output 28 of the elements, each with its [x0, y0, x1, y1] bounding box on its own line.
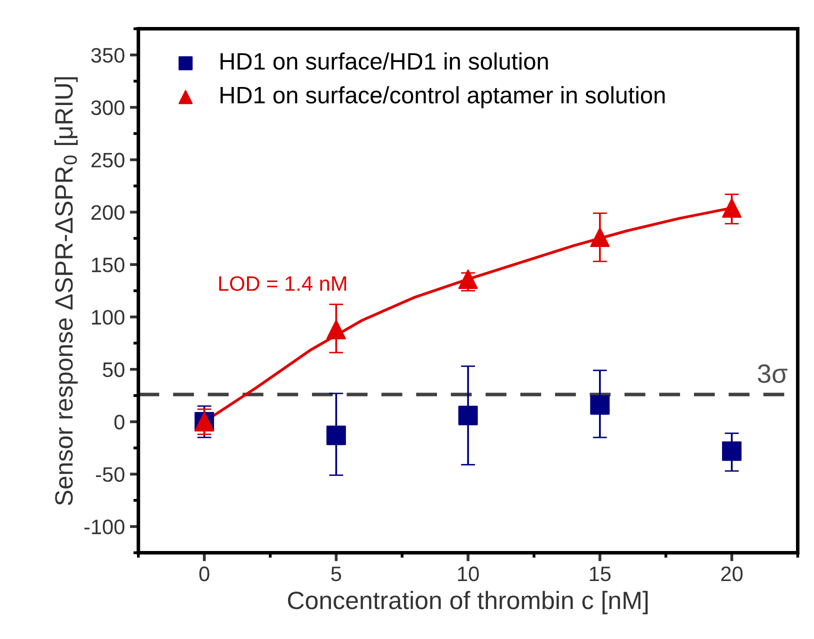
point: [326, 320, 346, 340]
y-tick-label: 50: [102, 362, 124, 378]
y-tick-label: 350: [91, 48, 124, 63]
y-axis-title: Sensor response ΔSPR-ΔSPR$_{0}$ [μRIU]: [54, 77, 78, 506]
y-tick-label: -100: [84, 520, 124, 534]
point: [722, 441, 742, 461]
x-tick-label: 10: [458, 566, 479, 582]
y-tick-label: -50: [96, 467, 124, 482]
point: [458, 406, 478, 426]
y-tick-label: 200: [91, 205, 124, 220]
point: [326, 426, 346, 446]
point: [590, 228, 610, 248]
point: [722, 198, 742, 218]
annotation: LOD = 1.4 nM: [219, 276, 346, 291]
point: [590, 395, 610, 415]
x-tick-label: 5: [331, 566, 342, 582]
y-tick-label: 100: [92, 310, 124, 325]
x-tick-label: 0: [199, 566, 210, 582]
x-tick-label: 15: [590, 566, 611, 582]
y-tick-label: 300: [91, 100, 124, 116]
y-tick-label: 0: [114, 414, 124, 430]
y-tick-label: 250: [91, 152, 124, 168]
y-tick-label: 150: [92, 258, 124, 272]
ref-line-label: 3σ: [758, 364, 788, 383]
legend-label: HD1 on surface/control aptamer in solution: [220, 86, 665, 108]
x-tick-label: 20: [721, 566, 743, 582]
legend-label: HD1 on surface/HD1 in solution: [220, 52, 548, 70]
x-axis-title: Concentration of thrombin c [nM]: [288, 590, 648, 614]
